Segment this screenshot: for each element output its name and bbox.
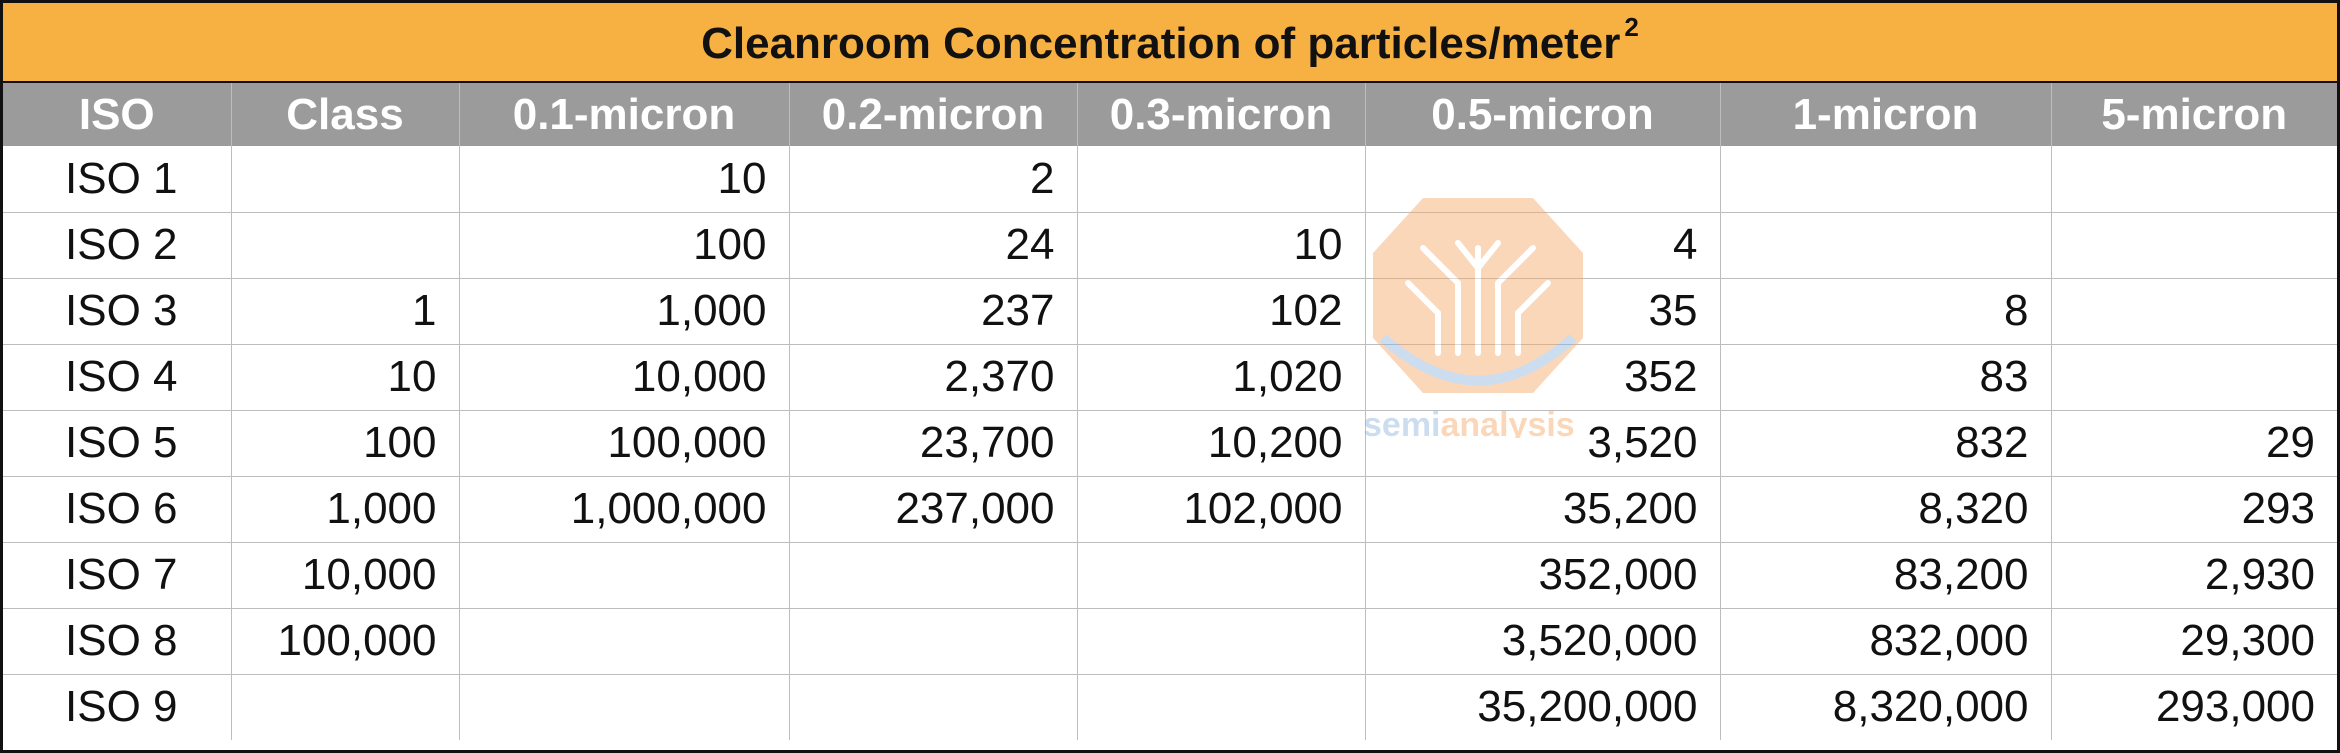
table-cell: [1076, 146, 1365, 213]
table-cell: 10: [458, 146, 789, 213]
table-cell: 10,000: [230, 542, 459, 609]
table-cell: 10: [230, 344, 459, 411]
iso-label-cell: ISO 3: [3, 278, 231, 345]
table-cell: [230, 146, 459, 213]
iso-label-cell: ISO 6: [3, 476, 231, 543]
table-cell: [2050, 344, 2337, 411]
table-cell: 100,000: [230, 608, 459, 675]
particle-concentration-table: ISO Class 0.1-micron 0.2-micron 0.3-micron 0.…: [3, 83, 2337, 740]
table-row: ISO 7 10,000 352,000 83,200 2,930: [3, 542, 2337, 609]
table-cell: 2,370: [788, 344, 1077, 411]
column-header: Class: [230, 83, 459, 146]
table-cell: [788, 674, 1077, 740]
iso-label-cell: ISO 2: [3, 212, 231, 279]
table-cell: [1076, 674, 1365, 740]
table-cell: 237,000: [788, 476, 1077, 543]
table-row: ISO 1 10 2: [3, 146, 2337, 213]
table-cell: 29: [2050, 410, 2337, 477]
table-cell: 102,000: [1076, 476, 1365, 543]
table-cell: 35,200: [1364, 476, 1720, 543]
table-row: ISO 2 100 24 10 4: [3, 212, 2337, 279]
table-cell: 1,000,000: [458, 476, 789, 543]
table-cell: [2050, 146, 2337, 213]
table-cell: [1076, 542, 1365, 609]
table-cell: 10: [1076, 212, 1365, 279]
table-cell: 29,300: [2050, 608, 2337, 675]
column-header: 0.2-micron: [788, 83, 1077, 146]
table-cell: 2: [788, 146, 1077, 213]
table-row: ISO 8 100,000 3,520,000 832,000 29,300: [3, 608, 2337, 675]
table-cell: [2050, 212, 2337, 279]
table-cell: 8,320,000: [1719, 674, 2051, 740]
table-cell: 3,520: [1364, 410, 1720, 477]
table-body: ISO 1 10 2 ISO 2 100 24 10 4 ISO 3 1 1,000 237 102 35…: [3, 146, 2337, 740]
table-row: ISO 4 10 10,000 2,370 1,020 352 83: [3, 344, 2337, 411]
table-cell: 352: [1364, 344, 1720, 411]
header-row: ISO Class 0.1-micron 0.2-micron 0.3-micron 0.…: [3, 83, 2337, 146]
column-header: 0.3-micron: [1076, 83, 1365, 146]
table-cell: 832,000: [1719, 608, 2051, 675]
table-cell: 2,930: [2050, 542, 2337, 609]
table-cell: 100: [458, 212, 789, 279]
table-cell: 83,200: [1719, 542, 2051, 609]
table-cell: [458, 674, 789, 740]
table-cell: 1,000: [230, 476, 459, 543]
table-cell: [2050, 278, 2337, 345]
column-header: 1-micron: [1719, 83, 2051, 146]
table-cell: 1: [230, 278, 459, 345]
table-cell: 35,200,000: [1364, 674, 1720, 740]
table-cell: 100,000: [458, 410, 789, 477]
column-header: 0.1-micron: [458, 83, 789, 146]
table-cell: [1719, 212, 2051, 279]
table-cell: 83: [1719, 344, 2051, 411]
table-cell: 24: [788, 212, 1077, 279]
iso-label-cell: ISO 8: [3, 608, 231, 675]
table-cell: [788, 542, 1077, 609]
table-title-bar: Cleanroom Concentration of particles/met…: [3, 3, 2337, 83]
column-header: 0.5-micron: [1364, 83, 1720, 146]
table-cell: 102: [1076, 278, 1365, 345]
iso-label-cell: ISO 7: [3, 542, 231, 609]
table-cell: 10,000: [458, 344, 789, 411]
table-cell: [458, 608, 789, 675]
title-superscript: 2: [1624, 12, 1639, 42]
table-cell: [788, 608, 1077, 675]
table-cell: 1,020: [1076, 344, 1365, 411]
table-cell: [1364, 146, 1720, 213]
table-row: ISO 6 1,000 1,000,000 237,000 102,000 35,200 8…: [3, 476, 2337, 543]
table-row: ISO 3 1 1,000 237 102 35 8: [3, 278, 2337, 345]
table-cell: 237: [788, 278, 1077, 345]
table-cell: 10,200: [1076, 410, 1365, 477]
table-cell: 4: [1364, 212, 1720, 279]
table-cell: 8,320: [1719, 476, 2051, 543]
table-cell: [458, 542, 789, 609]
table-row: ISO 9 35,200,000 8,320,000 293,000: [3, 674, 2337, 740]
table-cell: 293: [2050, 476, 2337, 543]
table-title: Cleanroom Concentration of particles/met…: [701, 19, 1621, 68]
table-cell: [230, 674, 459, 740]
column-header: ISO: [78, 89, 155, 139]
table-cell: 8: [1719, 278, 2051, 345]
table-cell: 293,000: [2050, 674, 2337, 740]
iso-label-cell: ISO 9: [65, 682, 178, 732]
iso-label-cell: ISO 5: [3, 410, 231, 477]
table-cell: 35: [1364, 278, 1720, 345]
table-cell: 23,700: [788, 410, 1077, 477]
table-cell: 832: [1719, 410, 2051, 477]
table-cell: 100: [230, 410, 459, 477]
table-cell: 352,000: [1364, 542, 1720, 609]
column-header: 5-micron: [2050, 83, 2337, 146]
table-cell: [1076, 608, 1365, 675]
table-cell: [230, 212, 459, 279]
iso-label-cell: ISO 4: [3, 344, 231, 411]
table-cell: 3,520,000: [1364, 608, 1720, 675]
table-row: ISO 5 100 100,000 23,700 10,200 3,520 832 29: [3, 410, 2337, 477]
table-cell: 1,000: [458, 278, 789, 345]
iso-label-cell: ISO 1: [3, 146, 231, 213]
table-cell: [1719, 146, 2051, 213]
